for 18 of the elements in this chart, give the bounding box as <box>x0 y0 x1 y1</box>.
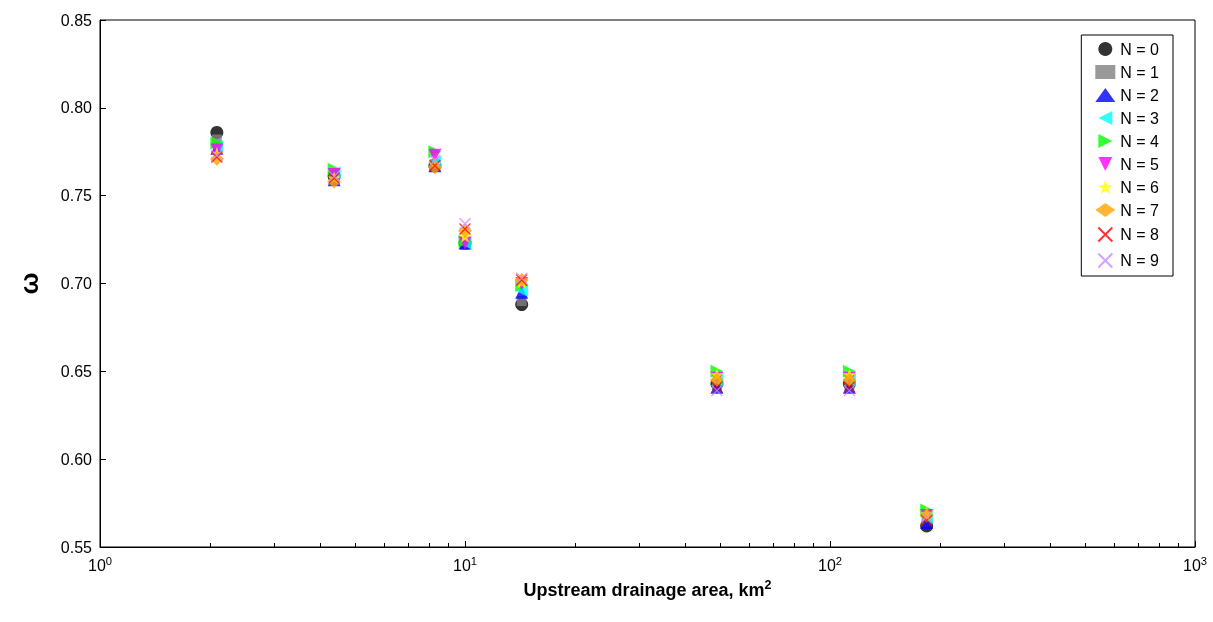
legend-label: N = 2 <box>1120 86 1160 104</box>
legend-label: N = 0 <box>1120 40 1160 58</box>
legend-label: N = 7 <box>1120 201 1160 219</box>
legend-label: N = 9 <box>1120 252 1160 269</box>
legend-label: N = 8 <box>1120 226 1160 243</box>
legend-label: N = 6 <box>1120 178 1160 196</box>
y-tick-label: 0.70 <box>60 275 93 292</box>
legend-label: N = 3 <box>1120 109 1160 127</box>
y-tick-label: 0.85 <box>60 11 93 29</box>
legend-label: N = 1 <box>1120 63 1160 81</box>
y-tick-label: 0.80 <box>60 99 93 117</box>
legend-label: N = 5 <box>1120 155 1160 173</box>
y-tick-label: 0.60 <box>60 450 93 468</box>
y-tick-label: 0.55 <box>60 538 93 556</box>
y-tick-label: 0.75 <box>60 187 93 205</box>
y-tick-label: 0.65 <box>60 362 93 380</box>
y-axis-title: ω <box>14 272 44 295</box>
legend-label: N = 4 <box>1120 132 1160 150</box>
